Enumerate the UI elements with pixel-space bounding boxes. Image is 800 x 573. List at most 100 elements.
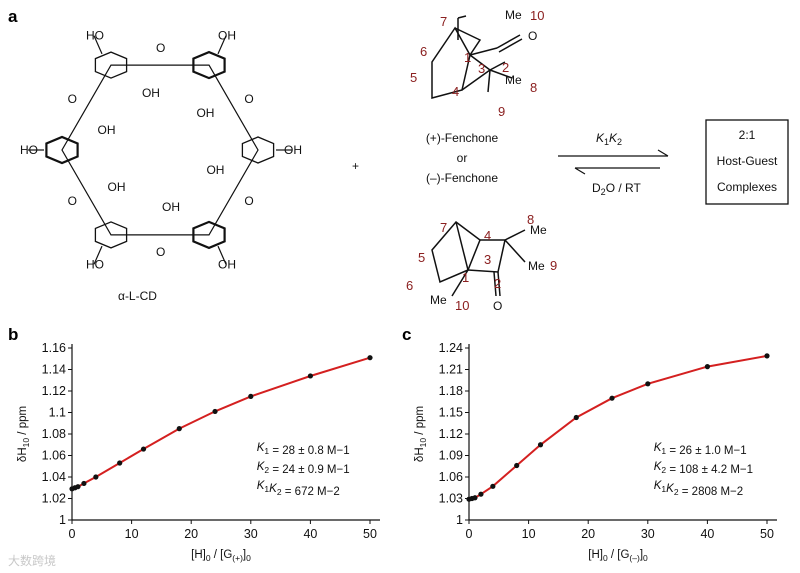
data-point — [514, 462, 520, 469]
y-axis-label: δH10 / ppm — [17, 406, 31, 462]
y-tick-label: 1.12 — [42, 384, 66, 398]
constant-annotation: K1K2 = 672 M−2 — [257, 480, 340, 498]
glucose-unit — [192, 220, 226, 250]
y-tick-label: 1 — [456, 513, 463, 527]
fenchone-bottom-structure — [431, 220, 526, 297]
y-tick-label: 1.1 — [49, 406, 66, 420]
data-point — [573, 414, 579, 421]
num: 7 — [440, 14, 447, 29]
num: 7 — [440, 220, 447, 235]
guest-bottom-label: (–)-Fenchone — [426, 171, 498, 185]
y-tick-label: 1.21 — [439, 363, 463, 377]
glucose-unit — [94, 51, 128, 79]
plus-sign: + — [352, 159, 359, 173]
arrow-top-label: K1K2 — [596, 131, 622, 147]
glucose-unit — [45, 135, 79, 165]
hydroxyl-label: HO — [20, 143, 38, 157]
hydroxyl-label: OH — [98, 123, 116, 137]
equilibrium-arrows — [558, 149, 669, 175]
data-point — [307, 373, 313, 379]
panel-label-c: c — [402, 325, 411, 344]
x-axis-label: [H]0 / [G(–)]0 — [588, 549, 648, 563]
glycosidic-oxygen: O — [156, 41, 165, 55]
y-tick-label: 1.15 — [439, 406, 463, 420]
num: 8 — [527, 212, 534, 227]
y-tick-label: 1.04 — [42, 470, 66, 484]
product-line-1: 2:1 — [739, 128, 756, 142]
me-bottom-2: Me — [528, 259, 545, 273]
data-point — [537, 442, 544, 448]
chart-c: 1 1.03 1.06 1.09 1.12 1.15 1.18 1.21 1.24 0 10 20 30… — [414, 341, 777, 563]
num: 6 — [406, 278, 413, 293]
bond — [217, 245, 227, 265]
x-tick-label: 20 — [184, 527, 198, 541]
y-tick-label: 1.06 — [42, 449, 66, 463]
num: 5 — [418, 250, 425, 265]
constant-annotation: K2 = 108 ± 4.2 M−1 — [654, 461, 753, 476]
x-tick-label: 40 — [700, 527, 714, 541]
y-tick-label: 1 — [59, 513, 66, 527]
hydroxyl-label: OH — [218, 29, 236, 43]
o-bottom: O — [493, 299, 502, 313]
data-point — [81, 480, 87, 487]
num: 6 — [420, 44, 427, 59]
product-line-2: Host-Guest — [717, 154, 778, 168]
me-top-1: Me — [505, 8, 522, 22]
glycosidic-oxygen: O — [244, 194, 253, 208]
hydroxyl-label: HO — [86, 257, 104, 271]
x-tick-label: 50 — [363, 527, 377, 541]
num: 3 — [478, 61, 485, 76]
data-point — [645, 381, 651, 387]
hydroxyl-label: OH — [108, 180, 126, 194]
glycosidic-oxygen: O — [156, 245, 165, 259]
num: 1 — [464, 50, 471, 65]
host-label: α-L-CD — [118, 289, 157, 303]
x-tick-label: 0 — [466, 527, 473, 541]
x-tick-label: 30 — [244, 527, 258, 541]
data-point — [212, 408, 218, 415]
data-point — [478, 491, 484, 497]
constant-annotation: K2 = 24 ± 0.9 M−1 — [257, 461, 350, 476]
product-box — [705, 119, 789, 205]
y-tick-label: 1.14 — [42, 363, 66, 377]
num: 8 — [530, 80, 537, 95]
y-tick-label: 1.12 — [439, 427, 463, 441]
hydroxyl-label: OH — [142, 86, 160, 100]
y-tick-label: 1.03 — [439, 492, 463, 506]
y-tick-label: 1.06 — [439, 470, 463, 484]
data-point — [472, 495, 478, 501]
glycosidic-oxygen: O — [68, 194, 77, 208]
x-tick-label: 10 — [125, 527, 139, 541]
fenchone-top-structure — [431, 15, 523, 99]
x-tick-label: 40 — [303, 527, 317, 541]
fenchone-top-numbers: 7 10 6 1 2 5 3 4 8 9 — [410, 8, 544, 119]
watermark: 大数跨境 — [8, 554, 57, 568]
data-point — [764, 353, 770, 359]
glucose-unit — [192, 50, 226, 80]
guest-top-label: (+)-Fenchone — [426, 131, 499, 145]
cyclodextrin-structure — [28, 35, 292, 265]
x-tick-label: 50 — [760, 527, 774, 541]
glycosidic-oxygen: O — [244, 92, 253, 106]
data-point — [704, 364, 711, 370]
x-tick-label: 10 — [522, 527, 536, 541]
num: 2 — [502, 60, 509, 75]
guest-or-label: or — [457, 151, 468, 165]
fit-curve — [468, 354, 768, 501]
data-point — [93, 474, 99, 480]
num: 4 — [484, 228, 491, 243]
data-point — [75, 484, 81, 490]
x-tick-label: 30 — [641, 527, 655, 541]
x-tick-label: 20 — [581, 527, 595, 541]
data-point — [609, 395, 615, 401]
fenchone-bottom-numbers: 7 8 4 5 3 9 6 1 2 10 — [406, 212, 557, 313]
num: 3 — [484, 252, 491, 267]
constant-annotation: K1 = 28 ± 0.8 M−1 — [257, 442, 350, 457]
y-tick-label: 1.02 — [42, 492, 66, 506]
hydroxyl-label: OH — [218, 257, 236, 271]
data-point — [176, 426, 182, 432]
constant-annotation: K1K2 = 2808 M−2 — [654, 480, 743, 498]
y-tick-label: 1.18 — [439, 384, 463, 398]
y-axis-label: δH10 / ppm — [414, 406, 428, 462]
